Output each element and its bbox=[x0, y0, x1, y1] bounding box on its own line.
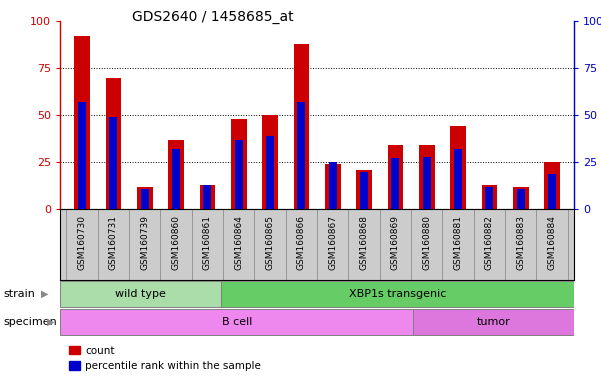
Bar bbox=[481, 185, 497, 209]
Bar bbox=[544, 162, 560, 209]
Bar bbox=[548, 174, 556, 209]
Bar bbox=[325, 164, 341, 209]
Legend: count, percentile rank within the sample: count, percentile rank within the sample bbox=[66, 341, 265, 375]
Text: GSM160864: GSM160864 bbox=[234, 215, 243, 270]
Text: tumor: tumor bbox=[477, 317, 510, 327]
Text: GSM160731: GSM160731 bbox=[109, 215, 118, 270]
FancyBboxPatch shape bbox=[221, 281, 574, 308]
Text: GDS2640 / 1458685_at: GDS2640 / 1458685_at bbox=[132, 10, 294, 23]
Bar bbox=[262, 115, 278, 209]
Text: GSM160868: GSM160868 bbox=[359, 215, 368, 270]
FancyBboxPatch shape bbox=[60, 308, 413, 335]
Bar bbox=[168, 140, 184, 209]
Text: GSM160882: GSM160882 bbox=[485, 215, 494, 270]
Text: GSM160860: GSM160860 bbox=[171, 215, 180, 270]
Bar bbox=[200, 185, 215, 209]
Text: GSM160865: GSM160865 bbox=[266, 215, 275, 270]
Bar bbox=[78, 102, 86, 209]
Text: XBP1s transgenic: XBP1s transgenic bbox=[349, 289, 446, 299]
Text: GSM160884: GSM160884 bbox=[548, 215, 557, 270]
Text: strain: strain bbox=[3, 289, 35, 299]
Text: wild type: wild type bbox=[115, 289, 166, 299]
Bar bbox=[419, 145, 435, 209]
Bar bbox=[391, 159, 399, 209]
Bar bbox=[517, 189, 525, 209]
Bar bbox=[454, 149, 462, 209]
Bar bbox=[231, 119, 246, 209]
Text: B cell: B cell bbox=[222, 317, 252, 327]
Text: GSM160730: GSM160730 bbox=[78, 215, 87, 270]
Text: ▶: ▶ bbox=[41, 289, 48, 299]
FancyBboxPatch shape bbox=[60, 281, 221, 308]
Text: GSM160866: GSM160866 bbox=[297, 215, 306, 270]
Text: GSM160869: GSM160869 bbox=[391, 215, 400, 270]
Bar bbox=[235, 140, 243, 209]
Text: specimen: specimen bbox=[3, 317, 56, 327]
Bar bbox=[486, 187, 493, 209]
Bar bbox=[356, 170, 372, 209]
Bar bbox=[266, 136, 274, 209]
Bar bbox=[204, 185, 212, 209]
Bar bbox=[423, 157, 430, 209]
Bar bbox=[74, 36, 90, 209]
Bar bbox=[360, 172, 368, 209]
Bar bbox=[297, 102, 305, 209]
Bar bbox=[109, 117, 117, 209]
Text: GSM160881: GSM160881 bbox=[454, 215, 463, 270]
Bar bbox=[293, 44, 309, 209]
Bar bbox=[106, 78, 121, 209]
Text: GSM160883: GSM160883 bbox=[516, 215, 525, 270]
Bar bbox=[137, 187, 153, 209]
Text: GSM160861: GSM160861 bbox=[203, 215, 212, 270]
Text: ▶: ▶ bbox=[47, 317, 54, 327]
Bar bbox=[388, 145, 403, 209]
Bar bbox=[450, 126, 466, 209]
FancyBboxPatch shape bbox=[413, 308, 574, 335]
Bar bbox=[329, 162, 337, 209]
Bar bbox=[513, 187, 528, 209]
Text: GSM160739: GSM160739 bbox=[140, 215, 149, 270]
Text: GSM160867: GSM160867 bbox=[328, 215, 337, 270]
Bar bbox=[172, 149, 180, 209]
Text: GSM160880: GSM160880 bbox=[422, 215, 431, 270]
Bar bbox=[141, 189, 148, 209]
